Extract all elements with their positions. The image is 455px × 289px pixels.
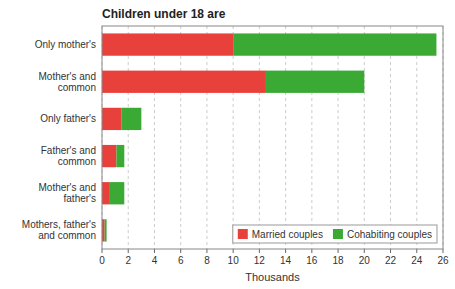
grid xyxy=(102,26,443,253)
label-line: common xyxy=(58,82,96,93)
x-tick-label: 0 xyxy=(99,255,105,266)
bar xyxy=(116,145,124,167)
y-tick-label: Father's andcommon xyxy=(41,145,96,167)
bar xyxy=(122,108,142,130)
tick-mark xyxy=(128,249,129,253)
bar xyxy=(102,33,233,55)
label-line: father's xyxy=(64,193,96,204)
bar xyxy=(102,145,116,167)
label-line: Only father's xyxy=(40,113,96,124)
x-tick-label: 10 xyxy=(228,255,240,266)
legend-swatch xyxy=(333,229,343,239)
grid-line xyxy=(206,26,207,249)
grid-line xyxy=(128,26,129,249)
legend-swatch xyxy=(238,229,248,239)
bar xyxy=(102,108,122,130)
tick-mark xyxy=(233,249,234,253)
bar xyxy=(102,71,266,93)
x-tick-label: 2 xyxy=(125,255,131,266)
x-tick-label: 24 xyxy=(411,255,423,266)
grid-line xyxy=(364,26,365,249)
tick-mark xyxy=(102,249,103,253)
x-tick-label: 4 xyxy=(152,255,158,266)
label-line: Mother's and xyxy=(39,182,97,193)
y-tick-label: Only mother's xyxy=(35,39,96,50)
x-tick-label: 18 xyxy=(333,255,345,266)
chart: 02468101214161820222426Only mother'sMoth… xyxy=(0,0,455,289)
legend-label: Married couples xyxy=(252,229,323,240)
y-tick-label: Mother's andfather's xyxy=(39,182,97,204)
grid-line xyxy=(390,26,391,249)
y-tick-label: Mother's andcommon xyxy=(39,71,97,93)
x-tick-label: 8 xyxy=(204,255,210,266)
bar xyxy=(105,219,107,241)
tick-mark xyxy=(443,249,444,253)
tick-mark xyxy=(364,249,365,253)
x-tick-label: 14 xyxy=(280,255,292,266)
grid-line xyxy=(259,26,260,249)
label-line: Mothers, father's xyxy=(22,219,96,230)
legend-label: Cohabiting couples xyxy=(347,229,432,240)
y-tick-label: Mothers, father'sand common xyxy=(22,219,96,241)
x-tick-label: 20 xyxy=(359,255,371,266)
tick-mark xyxy=(180,249,181,253)
bar xyxy=(110,182,124,204)
tick-mark xyxy=(416,249,417,253)
x-axis-label: Thousands xyxy=(245,271,300,283)
x-tick-label: 22 xyxy=(385,255,397,266)
x-tick-label: 12 xyxy=(254,255,266,266)
grid-line xyxy=(154,26,155,249)
x-tick-label: 6 xyxy=(178,255,184,266)
bars xyxy=(102,33,436,241)
label-line: and common xyxy=(38,230,96,241)
plot-frame xyxy=(102,26,443,249)
grid-line xyxy=(180,26,181,249)
bar xyxy=(233,33,436,55)
tick-mark xyxy=(338,249,339,253)
tick-mark xyxy=(259,249,260,253)
grid-line xyxy=(233,26,234,249)
grid-line xyxy=(285,26,286,249)
grid-line xyxy=(416,26,417,249)
legend-box xyxy=(233,225,437,243)
x-tick-label: 16 xyxy=(306,255,318,266)
tick-mark xyxy=(206,249,207,253)
label-line: Only mother's xyxy=(35,39,96,50)
label-line: Father's and xyxy=(41,145,96,156)
bar xyxy=(266,71,364,93)
tick-mark xyxy=(390,249,391,253)
title: Children under 18 are xyxy=(102,7,226,21)
label-line: Mother's and xyxy=(39,71,97,82)
x-tick-label: 26 xyxy=(437,255,449,266)
tick-mark xyxy=(154,249,155,253)
y-tick-label: Only father's xyxy=(40,113,96,124)
bar xyxy=(102,182,110,204)
tick-mark xyxy=(285,249,286,253)
legend: Married couples Cohabiting couples xyxy=(233,225,437,243)
tick-mark xyxy=(311,249,312,253)
grid-line xyxy=(338,26,339,249)
grid-line xyxy=(311,26,312,249)
label-line: common xyxy=(58,156,96,167)
